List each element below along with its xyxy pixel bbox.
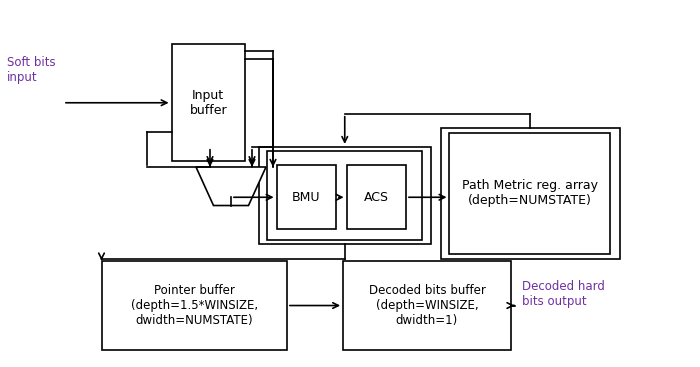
- Bar: [259, 147, 430, 244]
- Polygon shape: [196, 167, 266, 206]
- Bar: [343, 261, 511, 350]
- Text: Path Metric reg. array
(depth=NUMSTATE): Path Metric reg. array (depth=NUMSTATE): [462, 179, 598, 207]
- Bar: [346, 165, 406, 229]
- Text: Soft bits
input: Soft bits input: [7, 56, 55, 84]
- Bar: [172, 44, 245, 161]
- Text: Decoded hard
bits output: Decoded hard bits output: [522, 280, 604, 308]
- Text: Input
buffer: Input buffer: [190, 89, 227, 117]
- Bar: [276, 165, 336, 229]
- Bar: [267, 151, 422, 240]
- Text: Decoded bits buffer
(depth=WINSIZE,
dwidth=1): Decoded bits buffer (depth=WINSIZE, dwid…: [369, 284, 485, 327]
- Text: BMU: BMU: [292, 191, 321, 204]
- Bar: [102, 261, 287, 350]
- Bar: [441, 128, 620, 259]
- Text: ACS: ACS: [364, 191, 388, 204]
- Bar: [449, 133, 610, 254]
- Text: Pointer buffer
(depth=1.5*WINSIZE,
dwidth=NUMSTATE): Pointer buffer (depth=1.5*WINSIZE, dwidt…: [131, 284, 258, 327]
